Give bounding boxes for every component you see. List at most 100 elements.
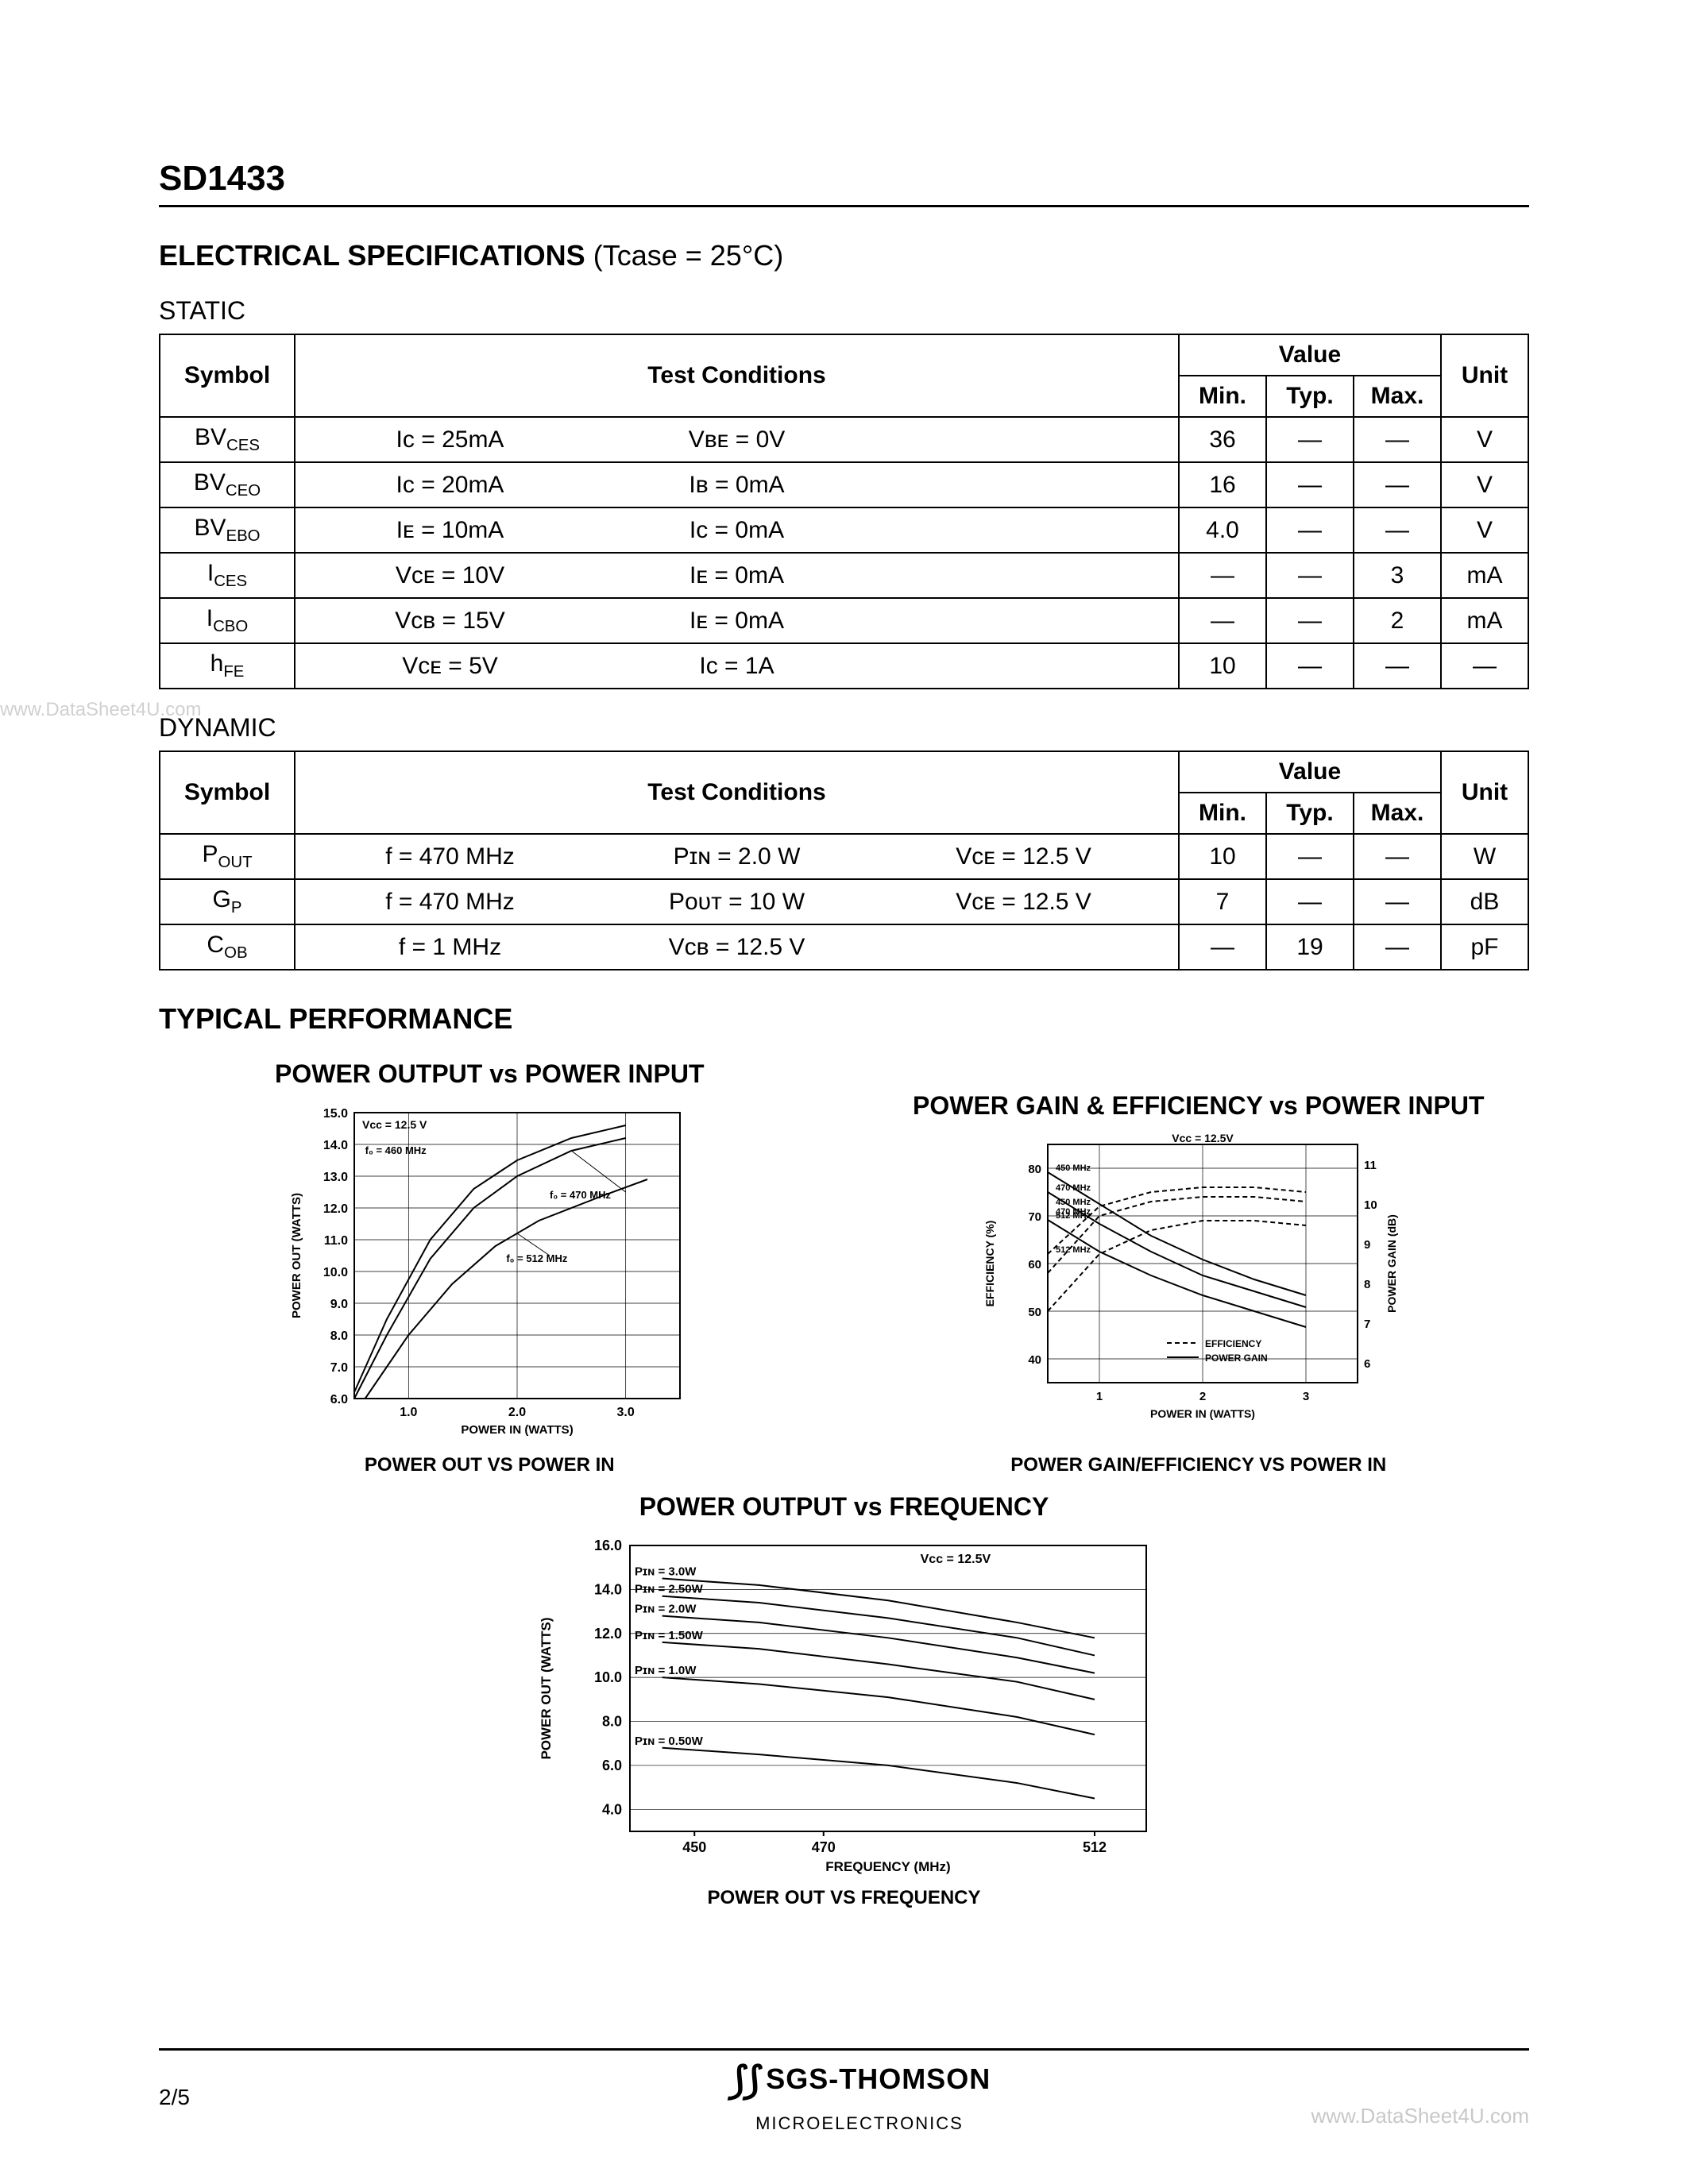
svg-text:13.0: 13.0 — [323, 1171, 348, 1184]
table-row: BVEBOIᴇ = 10mAIᴄ = 0mA4.0——V — [160, 507, 1528, 553]
chart3-title: POWER OUTPUT vs FREQUENCY — [159, 1492, 1529, 1522]
svg-text:POWER OUT (WATTS): POWER OUT (WATTS) — [539, 1617, 554, 1759]
svg-text:10: 10 — [1364, 1198, 1377, 1212]
svg-text:Vᴄᴄ = 12.5 V: Vᴄᴄ = 12.5 V — [362, 1118, 427, 1131]
col-test: Test Conditions — [295, 751, 1179, 834]
col-value: Value — [1179, 751, 1441, 793]
cell-min: — — [1179, 924, 1266, 970]
cell-symbol: GP — [160, 879, 295, 924]
svg-text:Vᴄᴄ = 12.5V: Vᴄᴄ = 12.5V — [920, 1553, 991, 1566]
svg-text:450 MHz: 450 MHz — [1056, 1198, 1091, 1207]
cell-unit: pF — [1441, 924, 1528, 970]
cell-symbol: POUT — [160, 834, 295, 879]
cell-unit: W — [1441, 834, 1528, 879]
cell-typ: — — [1266, 417, 1354, 462]
svg-text:f₀ = 460 MHz: f₀ = 460 MHz — [365, 1144, 427, 1156]
cell-min: — — [1179, 598, 1266, 643]
svg-text:1: 1 — [1096, 1390, 1103, 1403]
chart1-title: POWER OUTPUT vs POWER INPUT — [159, 1059, 821, 1089]
cell-max: — — [1354, 643, 1441, 689]
dynamic-table: Symbol Test Conditions Value Unit Min. T… — [159, 751, 1529, 970]
svg-text:1.0: 1.0 — [400, 1406, 417, 1419]
col-symbol: Symbol — [160, 334, 295, 417]
chart1-svg: 6.07.08.09.010.011.012.013.014.015.01.02… — [283, 1097, 696, 1446]
svg-text:10.0: 10.0 — [323, 1266, 348, 1279]
svg-text:Pɪɴ = 2.50W: Pɪɴ = 2.50W — [635, 1583, 704, 1596]
svg-text:POWER GAIN (dB): POWER GAIN (dB) — [1385, 1214, 1398, 1313]
cell-symbol: ICES — [160, 553, 295, 598]
svg-text:12.0: 12.0 — [593, 1626, 621, 1642]
cell-min: — — [1179, 553, 1266, 598]
svg-text:50: 50 — [1028, 1306, 1041, 1319]
svg-text:512: 512 — [1082, 1839, 1106, 1855]
cell-conditions: Vᴄʙ = 15VIᴇ = 0mA — [295, 598, 1179, 643]
cell-symbol: BVCES — [160, 417, 295, 462]
svg-text:512 MHz: 512 MHz — [1056, 1211, 1091, 1221]
chart1-caption: POWER OUT VS POWER IN — [159, 1454, 821, 1476]
cell-max: 2 — [1354, 598, 1441, 643]
svg-text:2: 2 — [1199, 1390, 1206, 1403]
svg-text:Pɪɴ = 2.0W: Pɪɴ = 2.0W — [635, 1603, 697, 1616]
svg-text:POWER OUT (WATTS): POWER OUT (WATTS) — [290, 1193, 303, 1318]
svg-text:12.0: 12.0 — [323, 1202, 348, 1216]
part-number: SD1433 — [159, 159, 1529, 207]
svg-text:470: 470 — [811, 1839, 835, 1855]
svg-text:3: 3 — [1303, 1390, 1309, 1403]
table-row: GPf = 470 MHzPᴏᴜᴛ = 10 WVᴄᴇ = 12.5 V7——d… — [160, 879, 1528, 924]
cell-conditions: Vᴄᴇ = 5VIᴄ = 1A — [295, 643, 1179, 689]
cell-conditions: Vᴄᴇ = 10VIᴇ = 0mA — [295, 553, 1179, 598]
svg-text:14.0: 14.0 — [593, 1581, 621, 1597]
logo-top: SGS-THOMSON — [766, 2062, 991, 2095]
cell-conditions: Iᴄ = 20mAIʙ = 0mA — [295, 462, 1179, 507]
chart2-title: POWER GAIN & EFFICIENCY vs POWER INPUT — [868, 1091, 1530, 1121]
cell-max: 3 — [1354, 553, 1441, 598]
svg-text:Pɪɴ = 1.50W: Pɪɴ = 1.50W — [635, 1629, 704, 1642]
cell-typ: 19 — [1266, 924, 1354, 970]
col-typ: Typ. — [1266, 376, 1354, 417]
page-number: 2/5 — [159, 2085, 190, 2110]
cell-unit: V — [1441, 507, 1528, 553]
cell-min: 36 — [1179, 417, 1266, 462]
svg-text:450: 450 — [682, 1839, 706, 1855]
cell-min: 4.0 — [1179, 507, 1266, 553]
svg-text:9: 9 — [1364, 1238, 1370, 1252]
cell-max: — — [1354, 417, 1441, 462]
cell-typ: — — [1266, 598, 1354, 643]
cell-conditions: Iᴇ = 10mAIᴄ = 0mA — [295, 507, 1179, 553]
svg-text:Pɪɴ = 0.50W: Pɪɴ = 0.50W — [635, 1734, 704, 1748]
col-unit: Unit — [1441, 751, 1528, 834]
table-row: BVCEOIᴄ = 20mAIʙ = 0mA16——V — [160, 462, 1528, 507]
svg-text:f₀ = 512 MHz: f₀ = 512 MHz — [507, 1252, 569, 1264]
svg-text:EFFICIENCY (%): EFFICIENCY (%) — [983, 1221, 996, 1307]
cell-conditions: Iᴄ = 25mAVʙᴇ = 0V — [295, 417, 1179, 462]
chart2-svg: 405060708067891011123Vᴄᴄ = 12.5V450 MHz4… — [976, 1129, 1421, 1446]
svg-text:FREQUENCY (MHz): FREQUENCY (MHz) — [825, 1859, 950, 1874]
col-typ: Typ. — [1266, 793, 1354, 834]
cell-max: — — [1354, 834, 1441, 879]
cell-min: 10 — [1179, 834, 1266, 879]
svg-text:Pɪɴ = 3.0W: Pɪɴ = 3.0W — [635, 1565, 697, 1579]
svg-text:470 MHz: 470 MHz — [1056, 1183, 1091, 1193]
svg-text:Vᴄᴄ = 12.5V: Vᴄᴄ = 12.5V — [1172, 1132, 1234, 1144]
svg-text:4.0: 4.0 — [601, 1801, 621, 1817]
cell-min: 16 — [1179, 462, 1266, 507]
svg-text:80: 80 — [1028, 1163, 1041, 1176]
cell-unit: dB — [1441, 879, 1528, 924]
col-unit: Unit — [1441, 334, 1528, 417]
cell-typ: — — [1266, 553, 1354, 598]
cell-typ: — — [1266, 834, 1354, 879]
table-row: hFEVᴄᴇ = 5VIᴄ = 1A10——— — [160, 643, 1528, 689]
svg-text:7.0: 7.0 — [330, 1361, 348, 1375]
svg-text:14.0: 14.0 — [323, 1139, 348, 1152]
cell-max: — — [1354, 879, 1441, 924]
cell-symbol: hFE — [160, 643, 295, 689]
svg-text:16.0: 16.0 — [593, 1538, 621, 1553]
chart1-box: POWER OUTPUT vs POWER INPUT 6.07.08.09.0… — [159, 1059, 821, 1476]
svg-text:6: 6 — [1364, 1357, 1370, 1371]
col-min: Min. — [1179, 376, 1266, 417]
cell-max: — — [1354, 924, 1441, 970]
cell-typ: — — [1266, 643, 1354, 689]
svg-text:6.0: 6.0 — [601, 1758, 621, 1773]
chart3-caption: POWER OUT VS FREQUENCY — [159, 1887, 1529, 1909]
svg-text:8: 8 — [1364, 1278, 1370, 1291]
